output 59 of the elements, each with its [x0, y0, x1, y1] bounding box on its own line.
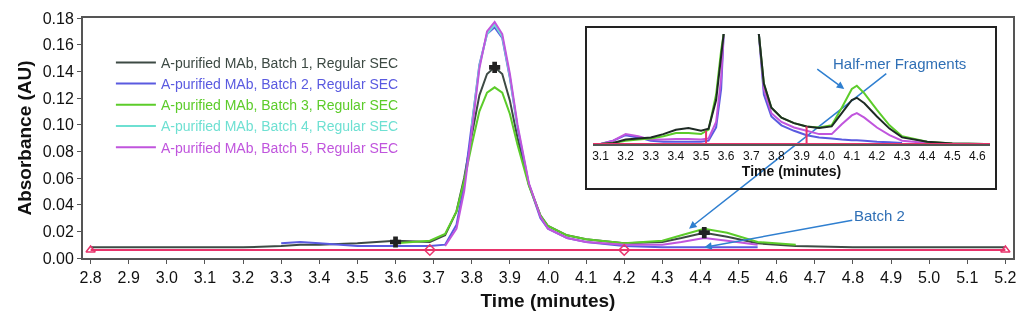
x-tick-label: 4.1	[574, 269, 598, 287]
annotation: Half-mer Fragments	[833, 55, 967, 72]
y-tick-label: 0.16	[42, 36, 74, 54]
x-tick-label: 3.2	[231, 269, 255, 287]
x-tick-label: 3.1	[193, 269, 217, 287]
x-tick-label: 4.3	[651, 269, 674, 287]
x-tick-label: 4.2	[868, 149, 886, 164]
legend-label: A-purified MAb, Batch 2, Regular SEC	[160, 76, 399, 93]
x-tick-label: 3.7	[422, 269, 445, 287]
x-tick-label: 4.4	[918, 149, 936, 164]
x-tick-label: 3.6	[717, 149, 735, 164]
x-tick-label: 3.5	[692, 149, 710, 164]
x-tick-label: 3.6	[384, 269, 407, 287]
y-tick-label: 0.08	[42, 142, 74, 160]
y-tick-label: 0.14	[42, 62, 74, 80]
x-tick-label: 3.0	[155, 269, 179, 287]
y-tick-label: 0.04	[42, 196, 74, 214]
legend-label: A-purified MAb, Batch 1, Regular SEC	[160, 54, 399, 71]
y-tick-label: 0.10	[42, 116, 74, 134]
x-tick-label: 3.4	[308, 269, 331, 287]
x-tick-label: 3.9	[498, 269, 522, 287]
y-tick-label: 0.00	[42, 249, 74, 267]
x-tick-label: 4.5	[943, 149, 961, 164]
x-tick-label: 4.3	[893, 149, 911, 164]
x-tick-label: 4.8	[841, 269, 865, 287]
x-tick-label: 3.3	[270, 269, 293, 287]
x-tick-label: 5.2	[994, 269, 1017, 287]
x-tick-label: 4.6	[969, 149, 987, 164]
x-tick-label: 4.9	[879, 269, 903, 287]
y-tick-label: 0.18	[42, 9, 74, 27]
x-tick-label: 2.8	[79, 269, 102, 287]
x-tick-label: 4.5	[727, 269, 750, 287]
x-tick-label: 4.1	[843, 149, 861, 164]
x-axis-title: Time (minutes)	[480, 289, 616, 311]
x-tick-label: 3.5	[346, 269, 369, 287]
legend-label: A-purified MAb, Batch 4, Regular SEC	[160, 118, 399, 135]
x-tick-label: 4.6	[765, 269, 788, 287]
x-tick-label: 4.0	[536, 269, 560, 287]
x-tick-label: 2.9	[117, 269, 140, 287]
y-tick-label: 0.02	[42, 222, 74, 240]
y-tick-label: 0.06	[42, 169, 74, 187]
x-tick-label: 3.7	[742, 149, 760, 164]
x-tick-label: 3.2	[617, 149, 635, 164]
y-axis-title: Absorbance (AU)	[14, 60, 36, 216]
x-tick-label: 3.9	[793, 149, 811, 164]
x-tick-label: 4.0	[818, 149, 836, 164]
x-tick-label: 4.4	[689, 269, 712, 287]
x-tick-label: 4.2	[613, 269, 636, 287]
x-tick-label: 3.1	[592, 149, 610, 164]
legend-label: A-purified MAb, Batch 3, Regular SEC	[160, 97, 399, 114]
y-tick-label: 0.12	[42, 89, 74, 107]
x-tick-label: 3.4	[667, 149, 685, 164]
x-tick-label: 5.1	[956, 269, 979, 287]
annotation: Batch 2	[854, 207, 905, 224]
x-tick-label: 3.3	[642, 149, 660, 164]
x-tick-label: 5.0	[918, 269, 941, 287]
legend-label: A-purified MAb, Batch 5, Regular SEC	[160, 139, 399, 156]
x-tick-label: 4.7	[803, 269, 827, 287]
x-tick-label: 3.8	[460, 269, 483, 287]
